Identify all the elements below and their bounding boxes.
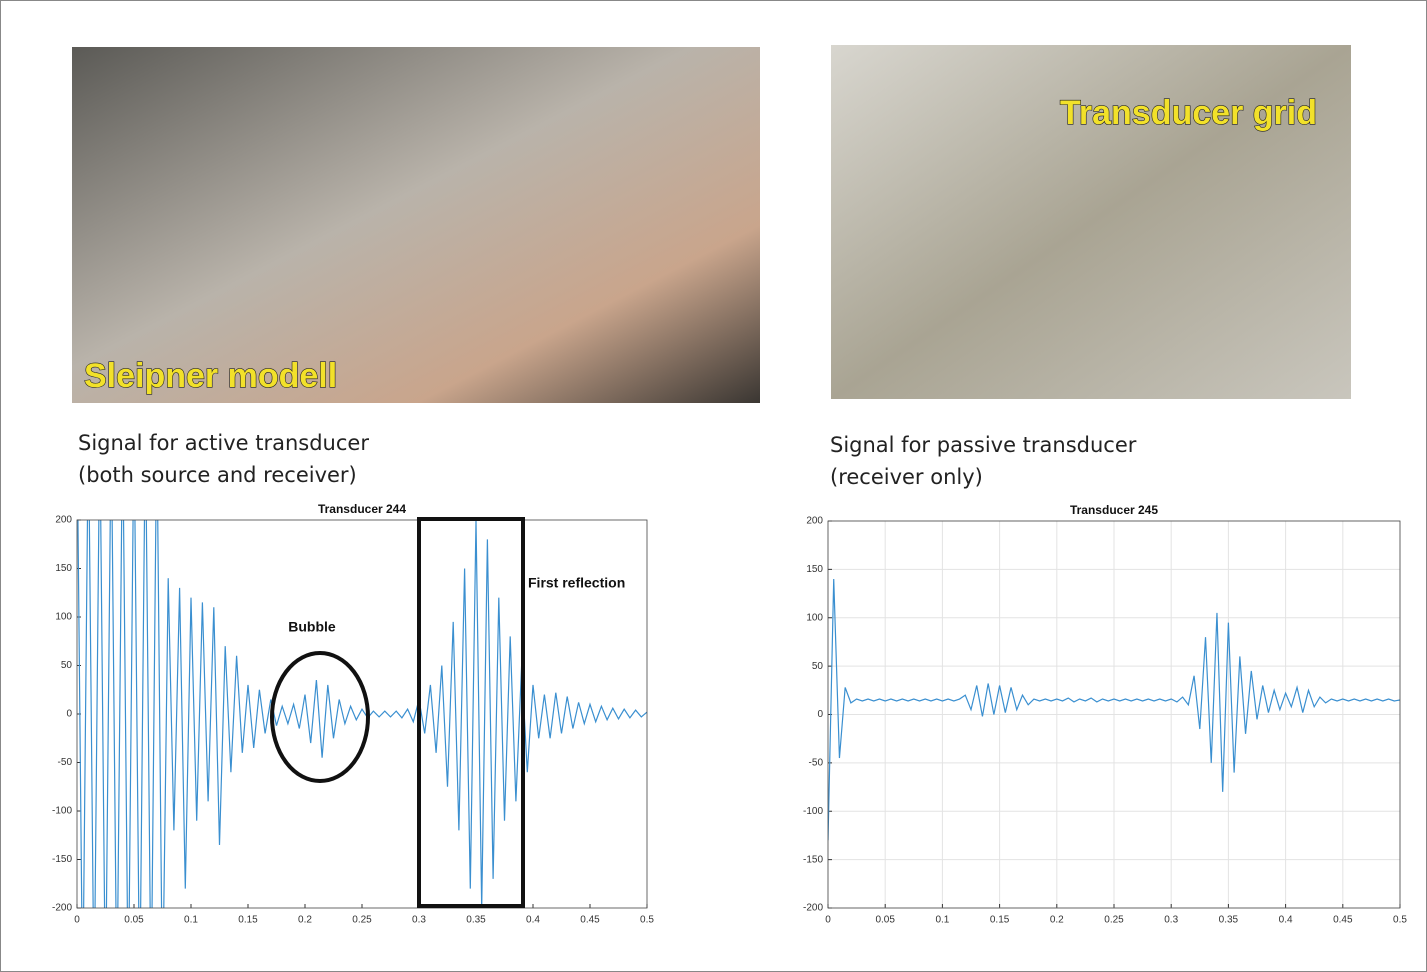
y-tick-label: 150 xyxy=(806,564,823,575)
x-tick-label: 0.5 xyxy=(640,915,654,926)
annotation: Bubble xyxy=(288,619,336,635)
caption: (both source and receiver) xyxy=(78,463,357,487)
slide: Sleipner modell Transducer grid Signal f… xyxy=(0,0,1427,972)
photo-label: Transducer grid xyxy=(1060,94,1317,132)
x-tick-label: 0.15 xyxy=(990,915,1010,926)
annotation: First reflection xyxy=(528,575,625,591)
y-tick-label: 50 xyxy=(61,660,73,671)
slide-canvas: Sleipner modell Transducer grid Signal f… xyxy=(0,0,1427,972)
x-tick-label: 0.05 xyxy=(124,915,144,926)
x-tick-label: 0.25 xyxy=(352,915,372,926)
y-tick-label: -100 xyxy=(52,806,72,817)
y-tick-label: 100 xyxy=(806,612,823,623)
y-tick-label: 200 xyxy=(55,515,72,526)
y-tick-label: -100 xyxy=(803,806,823,817)
x-tick-label: 0.3 xyxy=(412,915,426,926)
y-tick-label: -150 xyxy=(52,854,72,865)
y-tick-label: -200 xyxy=(52,903,72,914)
x-tick-label: 0.1 xyxy=(184,915,198,926)
y-tick-label: 0 xyxy=(66,709,72,720)
caption: Signal for passive transducer xyxy=(830,433,1137,457)
x-tick-label: 0.3 xyxy=(1164,915,1178,926)
x-tick-label: 0.25 xyxy=(1104,915,1124,926)
y-tick-label: -150 xyxy=(803,854,823,865)
y-tick-label: 150 xyxy=(55,563,72,574)
photo xyxy=(72,47,760,403)
y-tick-label: 50 xyxy=(812,661,824,672)
y-tick-label: 200 xyxy=(806,516,823,527)
y-tick-label: 100 xyxy=(55,612,72,623)
caption: Signal for active transducer xyxy=(78,431,369,455)
x-tick-label: 0.35 xyxy=(466,915,486,926)
photo-label: Sleipner modell xyxy=(84,357,337,395)
x-tick-label: 0.1 xyxy=(935,915,949,926)
caption: (receiver only) xyxy=(830,465,983,489)
x-tick-label: 0.2 xyxy=(298,915,312,926)
chart-title: Transducer 245 xyxy=(1070,503,1158,517)
x-tick-label: 0.4 xyxy=(526,915,540,926)
y-tick-label: -50 xyxy=(809,758,824,769)
x-tick-label: 0 xyxy=(825,915,831,926)
x-tick-label: 0.45 xyxy=(1333,915,1353,926)
x-tick-label: 0.35 xyxy=(1219,915,1239,926)
x-tick-label: 0.15 xyxy=(238,915,258,926)
x-tick-label: 0.05 xyxy=(875,915,895,926)
y-tick-label: 0 xyxy=(817,709,823,720)
x-tick-label: 0.2 xyxy=(1050,915,1064,926)
x-tick-label: 0 xyxy=(74,915,80,926)
x-tick-label: 0.4 xyxy=(1279,915,1293,926)
y-tick-label: -50 xyxy=(58,757,73,768)
x-tick-label: 0.5 xyxy=(1393,915,1407,926)
chart-title: Transducer 244 xyxy=(318,502,406,516)
x-tick-label: 0.45 xyxy=(580,915,600,926)
y-tick-label: -200 xyxy=(803,903,823,914)
